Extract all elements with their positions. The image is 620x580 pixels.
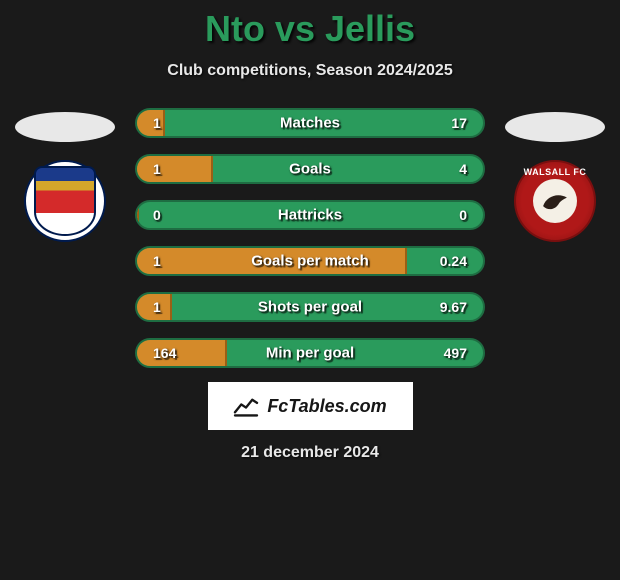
crest-shield-icon bbox=[34, 166, 96, 236]
chart-icon bbox=[233, 395, 259, 417]
stat-bar-fill bbox=[137, 202, 139, 228]
left-player-avatar bbox=[15, 112, 115, 142]
stat-bar-fill bbox=[137, 340, 227, 366]
stat-label: Hattricks bbox=[278, 207, 342, 224]
stat-right-value: 4 bbox=[459, 161, 467, 177]
source-badge[interactable]: FcTables.com bbox=[208, 382, 413, 430]
stat-right-value: 9.67 bbox=[440, 299, 467, 315]
page-title: Nto vs Jellis bbox=[205, 8, 415, 50]
left-player-col bbox=[5, 104, 125, 242]
stat-right-value: 17 bbox=[451, 115, 467, 131]
stats-bars: 1 Matches 17 1 Goals 4 0 Hattricks 0 1 Goals per m… bbox=[135, 104, 485, 368]
main-row: 1 Matches 17 1 Goals 4 0 Hattricks 0 1 Goals per m… bbox=[0, 104, 620, 368]
comparison-card: Nto vs Jellis Club competitions, Season … bbox=[0, 0, 620, 462]
stat-right-value: 0 bbox=[459, 207, 467, 223]
stat-bar: 1 Goals 4 bbox=[135, 154, 485, 184]
stat-label: Goals bbox=[289, 161, 331, 178]
stat-left-value: 1 bbox=[153, 299, 161, 315]
stat-right-value: 497 bbox=[444, 345, 467, 361]
stat-left-value: 1 bbox=[153, 161, 161, 177]
stat-bar: 1 Shots per goal 9.67 bbox=[135, 292, 485, 322]
stat-label: Matches bbox=[280, 115, 340, 132]
bird-icon bbox=[533, 179, 577, 223]
stat-label: Goals per match bbox=[251, 253, 369, 270]
source-badge-text: FcTables.com bbox=[267, 396, 386, 417]
club-crest-right bbox=[514, 160, 596, 242]
stat-bar: 1 Matches 17 bbox=[135, 108, 485, 138]
date-label: 21 december 2024 bbox=[241, 444, 379, 462]
stat-left-value: 1 bbox=[153, 115, 161, 131]
right-player-col bbox=[495, 104, 615, 242]
club-crest-left bbox=[24, 160, 106, 242]
subtitle: Club competitions, Season 2024/2025 bbox=[167, 62, 452, 80]
stat-left-value: 164 bbox=[153, 345, 176, 361]
stat-bar: 0 Hattricks 0 bbox=[135, 200, 485, 230]
stat-left-value: 1 bbox=[153, 253, 161, 269]
stat-bar-fill bbox=[137, 156, 213, 182]
stat-label: Shots per goal bbox=[258, 299, 362, 316]
right-player-avatar bbox=[505, 112, 605, 142]
stat-label: Min per goal bbox=[266, 345, 354, 362]
stat-right-value: 0.24 bbox=[440, 253, 467, 269]
stat-bar: 1 Goals per match 0.24 bbox=[135, 246, 485, 276]
stat-left-value: 0 bbox=[153, 207, 161, 223]
stat-bar: 164 Min per goal 497 bbox=[135, 338, 485, 368]
